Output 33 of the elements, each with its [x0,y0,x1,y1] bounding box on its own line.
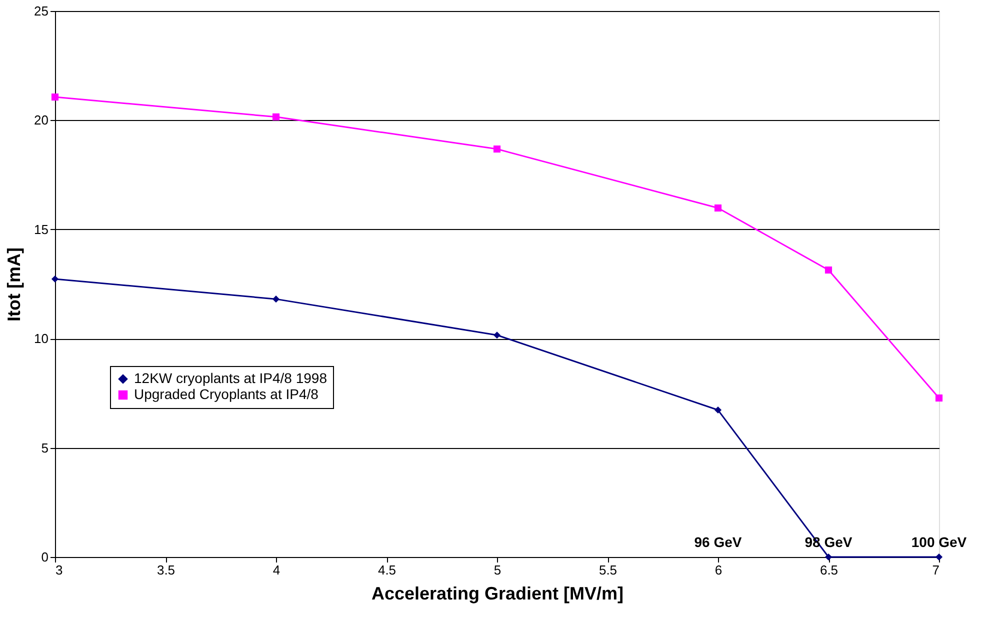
point [935,394,943,402]
point [51,94,59,101]
x-axis-title: Accelerating Gradient [MV/m] [371,584,624,604]
x-tick-label: 6 [714,562,722,578]
point [714,204,722,212]
legend-label: 12KW cryoplants at IP4/8 1998 [134,370,328,386]
y-axis-title: Itot [mA] [4,248,24,322]
annotation: 100 GeV [911,534,968,550]
point [493,332,501,339]
x-tick-label: 3.5 [156,562,176,578]
point [935,553,943,561]
y-tick-label: 20 [34,112,48,128]
point [272,296,280,303]
x-tick-label: 4 [272,562,280,578]
point [714,406,722,414]
x-tick-label: 3 [56,562,63,578]
x-tick-label: 7 [932,562,940,578]
legend-label: Upgraded Cryoplants at IP4/8 [134,386,319,402]
point [493,145,501,153]
point [824,553,832,561]
x-tick-label: 5 [494,562,502,578]
y-tick-label: 0 [41,550,48,564]
y-tick-label: 5 [41,440,48,456]
point [51,275,59,283]
point [824,266,832,274]
x-tick-label: 4.5 [378,562,396,578]
y-tick-label: 25 [34,4,48,18]
annotation: 96 GeV [694,534,742,550]
point [272,113,280,120]
y-tick-label: 15 [34,222,48,237]
x-tick-label: 6.5 [820,562,838,578]
y-tick-label: 10 [34,331,48,346]
x-tick-label: 5.5 [598,562,618,578]
